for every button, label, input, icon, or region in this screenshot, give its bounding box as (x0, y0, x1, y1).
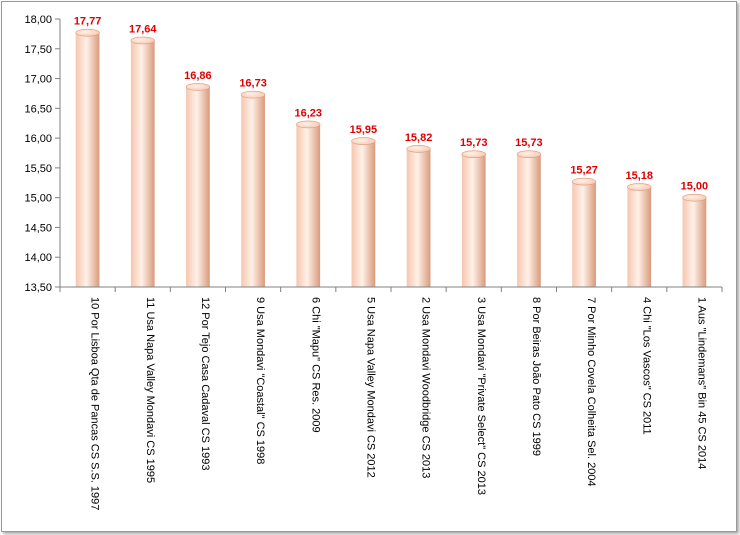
bar (185, 83, 211, 287)
bar-body (572, 181, 596, 287)
y-tick-label: 15,00 (24, 193, 52, 205)
y-tick-label: 13,50 (24, 282, 52, 294)
category-label: 3 Usa Mondavi "Private Select" CS 2013 (475, 297, 487, 495)
y-tick-label: 16,00 (24, 133, 52, 145)
bar-body (682, 197, 707, 287)
y-tick-label: 17,50 (24, 44, 52, 56)
bar (406, 145, 431, 287)
bar (75, 28, 100, 287)
bar-body (296, 124, 321, 287)
category-label: 10 Por Lisboa Qta de Pancas CS S.S. 1997 (89, 297, 101, 510)
data-label: 15,95 (350, 124, 378, 136)
bar-cap (406, 145, 431, 153)
data-label: 15,82 (405, 132, 433, 144)
bar (516, 150, 542, 287)
data-label: 15,00 (681, 181, 709, 193)
bar-cap (351, 137, 376, 145)
data-label: 16,73 (239, 78, 267, 90)
bar-body (186, 86, 210, 287)
y-tick-label: 18,00 (24, 14, 52, 26)
category-label: 11 Usa Napa Valley Mondavi CS 1995 (144, 297, 156, 483)
category-label: 1 Aus "Lindemans" Bin 45 CS 2014 (695, 297, 707, 469)
category-label: 9 Usa Mondavi "Coastal" CS 1998 (254, 297, 266, 464)
bar-cap (571, 177, 597, 186)
data-label: 16,23 (294, 107, 322, 119)
data-label: 17,64 (129, 23, 157, 35)
bar (627, 183, 652, 287)
data-label: 15,27 (570, 165, 598, 177)
bar-body (461, 154, 486, 287)
data-label: 15,73 (515, 137, 543, 149)
y-tick-label: 14,50 (24, 222, 52, 234)
bar-cap (682, 193, 707, 202)
bar-body (406, 148, 431, 287)
y-tick-label: 14,00 (24, 252, 52, 264)
data-label: 16,86 (184, 70, 212, 82)
bar-body (351, 141, 376, 287)
category-label: 2 Usa Mondavi Woodbridge CS 2013 (420, 297, 432, 478)
category-label: 7 Por Minho Covela Colheita Sel. 2004 (585, 297, 597, 487)
bar-cap (296, 120, 321, 129)
category-label: 4 Chi "Los Vascos" CS 2011 (640, 297, 652, 435)
bar-body (75, 32, 100, 287)
bar (571, 177, 597, 287)
data-label: 17,77 (74, 16, 102, 28)
y-tick-label: 16,50 (24, 103, 52, 115)
bar (296, 120, 321, 287)
bar-cap (516, 150, 542, 158)
bar-cap (130, 36, 155, 45)
y-tick-label: 17,00 (24, 74, 52, 86)
bar (130, 36, 155, 287)
bar-cap (185, 83, 211, 91)
bar (461, 150, 486, 287)
bar-body (517, 154, 541, 287)
category-label: 8 Por Beiras João Pato CS 1999 (530, 297, 542, 456)
bar (682, 193, 707, 287)
x-axis: 10 Por Lisboa Qta de Pancas CS S.S. 1997… (59, 286, 723, 510)
category-label: 5 Usa Napa Valley Mondavi CS 2012 (364, 297, 376, 478)
data-label: 15,18 (625, 170, 653, 182)
category-label: 6 Chi "Mapu" CS Res. 2009 (309, 297, 321, 433)
category-label: 12 Por Tejo Casa Cadaval CS 1993 (199, 297, 211, 470)
bars (75, 28, 707, 287)
data-label: 15,73 (460, 137, 488, 149)
y-axis: 13,50 14,00 14,50 15,00 15,50 16,00 16,50 17,00… (24, 14, 61, 294)
bar-body (627, 186, 652, 287)
bar-cap (75, 28, 100, 37)
bar (240, 90, 266, 287)
y-tick-label: 15,50 (24, 163, 52, 175)
bar-body (130, 40, 155, 287)
bar-cap (240, 90, 266, 99)
data-labels: 17,77 17,64 16,86 16,73 16,23 15,95 15,82 15,73… (74, 16, 708, 193)
bar-cap (461, 150, 486, 158)
bar-cap (627, 183, 652, 191)
bar (351, 137, 376, 287)
bar-body (241, 94, 265, 287)
